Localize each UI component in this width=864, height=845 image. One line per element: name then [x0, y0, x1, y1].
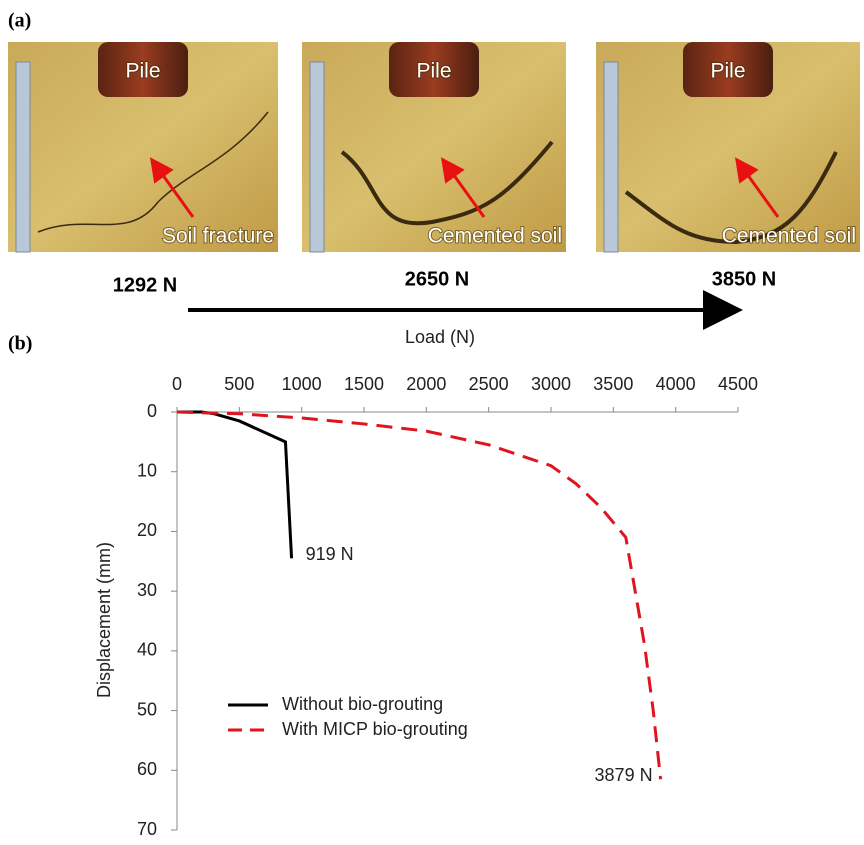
crack — [624, 151, 838, 245]
photo: Pile Soil fracture — [8, 42, 278, 253]
x-tick-label: 0 — [172, 374, 182, 394]
photo-caption: Cemented soil — [428, 225, 562, 248]
pile-body — [683, 42, 773, 97]
y-tick-label: 40 — [137, 640, 157, 660]
y-tick-label: 30 — [137, 580, 157, 600]
series-line — [177, 410, 294, 559]
x-tick-label: 500 — [224, 374, 254, 394]
pile-body — [98, 42, 188, 97]
panel-label: (b) — [8, 333, 32, 355]
load-label: 2650 N — [405, 268, 470, 290]
x-tick-label: 3000 — [531, 374, 571, 394]
x-tick-label: 4000 — [656, 374, 696, 394]
y-tick-label: 0 — [147, 401, 157, 421]
photo: Pile Cemented soil — [302, 42, 566, 253]
pointer-arrow — [734, 157, 780, 218]
y-tick-label: 20 — [137, 520, 157, 540]
ruler — [603, 61, 619, 253]
chart: Load (N)Displacement (mm)0 500 1000 1500 200… — [94, 327, 758, 839]
x-tick-label: 2000 — [406, 374, 446, 394]
photo-caption: Cemented soil — [722, 225, 856, 248]
annotation: 919 N — [306, 544, 354, 564]
y-tick-label: 10 — [137, 460, 157, 480]
x-axis-title: Load (N) — [405, 327, 475, 347]
y-tick-label: 50 — [137, 699, 157, 719]
photos: Pile Soil fracture 1292 N Pile Cemented soil… — [8, 42, 860, 296]
panel-label: (a) — [8, 10, 31, 32]
pointer-arrow — [149, 157, 195, 218]
ruler — [15, 61, 31, 253]
load-label: 1292 N — [113, 274, 178, 296]
x-tick-label: 1000 — [282, 374, 322, 394]
x-tick-label: 3500 — [593, 374, 633, 394]
pile-label: Pile — [416, 60, 451, 83]
x-tick-label: 2500 — [469, 374, 509, 394]
series-line — [176, 410, 663, 780]
legend-label: With MICP bio-grouting — [282, 719, 468, 739]
crack — [37, 111, 269, 233]
ruler — [309, 61, 325, 253]
annotation: 3879 N — [595, 765, 653, 785]
x-tick-label: 4500 — [718, 374, 758, 394]
pointer-arrow — [440, 157, 486, 218]
crack — [340, 140, 554, 226]
photo-caption: Soil fracture — [162, 225, 274, 248]
y-tick-label: 60 — [137, 759, 157, 779]
photo: Pile Cemented soil — [596, 42, 860, 253]
pile-label: Pile — [710, 60, 745, 83]
y-tick-label: 70 — [137, 819, 157, 839]
y-axis-title: Displacement (mm) — [94, 542, 114, 698]
x-tick-label: 1500 — [344, 374, 384, 394]
pile-label: Pile — [125, 60, 160, 83]
pile-body — [389, 42, 479, 97]
load-label: 3850 N — [712, 268, 777, 290]
legend-label: Without bio-grouting — [282, 694, 443, 714]
